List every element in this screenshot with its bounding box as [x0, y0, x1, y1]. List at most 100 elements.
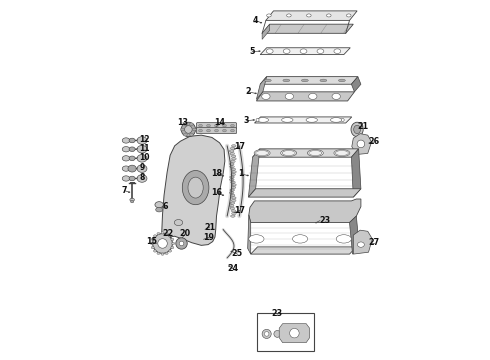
Ellipse shape — [155, 243, 158, 244]
Ellipse shape — [231, 173, 236, 176]
Ellipse shape — [283, 79, 290, 82]
Ellipse shape — [176, 238, 187, 249]
Ellipse shape — [190, 134, 194, 136]
Ellipse shape — [169, 235, 171, 237]
Ellipse shape — [150, 242, 153, 244]
Ellipse shape — [231, 181, 235, 183]
Polygon shape — [260, 48, 350, 55]
Ellipse shape — [282, 118, 293, 122]
Ellipse shape — [230, 176, 234, 178]
Ellipse shape — [215, 124, 219, 127]
Ellipse shape — [129, 147, 135, 152]
Ellipse shape — [155, 202, 163, 208]
Polygon shape — [352, 134, 371, 154]
Polygon shape — [262, 24, 353, 33]
Ellipse shape — [122, 166, 130, 171]
Ellipse shape — [156, 207, 163, 212]
Ellipse shape — [287, 14, 291, 17]
Ellipse shape — [229, 192, 234, 194]
Ellipse shape — [161, 253, 164, 255]
Ellipse shape — [229, 163, 234, 165]
Text: 12: 12 — [139, 135, 150, 144]
Ellipse shape — [215, 129, 219, 132]
Ellipse shape — [183, 134, 187, 136]
Ellipse shape — [230, 147, 235, 149]
Ellipse shape — [267, 14, 271, 17]
Ellipse shape — [188, 177, 203, 198]
Ellipse shape — [351, 122, 363, 137]
Ellipse shape — [232, 197, 236, 199]
FancyBboxPatch shape — [196, 123, 237, 129]
Ellipse shape — [232, 171, 236, 173]
Text: 20: 20 — [179, 229, 191, 238]
Polygon shape — [248, 189, 361, 197]
Ellipse shape — [301, 79, 308, 82]
Ellipse shape — [135, 168, 137, 169]
Ellipse shape — [265, 79, 271, 82]
Ellipse shape — [253, 119, 255, 121]
Ellipse shape — [180, 128, 184, 131]
Text: 2: 2 — [245, 87, 251, 96]
Ellipse shape — [232, 212, 236, 215]
Ellipse shape — [368, 142, 371, 144]
Text: 26: 26 — [368, 138, 379, 147]
Ellipse shape — [230, 207, 235, 210]
Ellipse shape — [229, 150, 234, 152]
Ellipse shape — [281, 150, 296, 157]
Ellipse shape — [222, 194, 224, 196]
Ellipse shape — [186, 125, 188, 126]
FancyBboxPatch shape — [257, 314, 314, 351]
Polygon shape — [247, 215, 251, 254]
Polygon shape — [256, 92, 354, 101]
Ellipse shape — [357, 140, 365, 148]
Ellipse shape — [122, 147, 130, 152]
Ellipse shape — [151, 246, 154, 249]
Ellipse shape — [229, 204, 234, 207]
Ellipse shape — [256, 150, 269, 156]
Ellipse shape — [293, 235, 308, 243]
Text: 23: 23 — [271, 309, 283, 318]
Polygon shape — [351, 149, 361, 197]
Ellipse shape — [179, 241, 184, 246]
Ellipse shape — [254, 150, 270, 157]
Text: 18: 18 — [211, 169, 222, 178]
Ellipse shape — [230, 189, 235, 191]
Text: 25: 25 — [231, 249, 243, 258]
Ellipse shape — [157, 233, 160, 235]
Ellipse shape — [246, 175, 249, 176]
Ellipse shape — [300, 49, 307, 53]
Ellipse shape — [262, 329, 271, 338]
Ellipse shape — [309, 93, 317, 99]
Ellipse shape — [307, 150, 323, 157]
Ellipse shape — [231, 145, 236, 147]
Text: 21: 21 — [358, 122, 369, 131]
Ellipse shape — [190, 123, 194, 126]
Ellipse shape — [122, 176, 130, 181]
Ellipse shape — [171, 246, 174, 249]
FancyBboxPatch shape — [196, 127, 237, 134]
Ellipse shape — [122, 138, 130, 143]
Text: 15: 15 — [147, 238, 157, 247]
Text: 23: 23 — [320, 216, 331, 225]
Text: 13: 13 — [177, 118, 189, 127]
Ellipse shape — [161, 232, 164, 234]
Ellipse shape — [249, 235, 264, 243]
Ellipse shape — [181, 122, 196, 137]
Ellipse shape — [231, 160, 235, 163]
Ellipse shape — [137, 165, 147, 172]
Ellipse shape — [315, 222, 317, 223]
Ellipse shape — [185, 126, 192, 133]
Ellipse shape — [174, 220, 183, 226]
Ellipse shape — [204, 229, 206, 230]
Text: 17: 17 — [234, 142, 245, 151]
Ellipse shape — [230, 166, 234, 168]
Ellipse shape — [332, 93, 341, 99]
Polygon shape — [279, 324, 310, 343]
Ellipse shape — [282, 150, 295, 156]
Text: 19: 19 — [203, 233, 215, 242]
Ellipse shape — [183, 123, 187, 126]
Text: 10: 10 — [139, 153, 150, 162]
Ellipse shape — [326, 14, 331, 17]
Ellipse shape — [135, 140, 137, 141]
Ellipse shape — [129, 156, 135, 161]
